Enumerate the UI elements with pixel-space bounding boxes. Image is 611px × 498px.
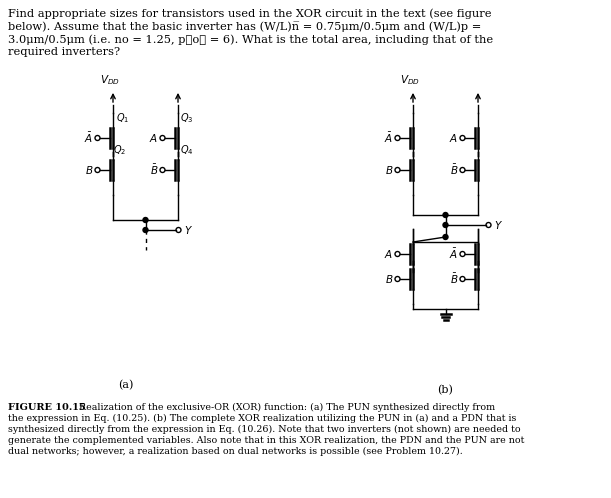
Text: $B$: $B$ [384,273,393,285]
Circle shape [443,235,448,240]
Text: $\bar{A}$: $\bar{A}$ [84,131,93,145]
Text: $Q_2$: $Q_2$ [113,143,126,157]
Text: $V_{DD}$: $V_{DD}$ [400,73,420,87]
Text: $\bar{B}$: $\bar{B}$ [450,163,458,177]
Text: (b): (b) [437,385,453,395]
Text: generate the complemented variables. Also note that in this XOR realization, the: generate the complemented variables. Als… [8,436,524,445]
Text: Realization of the exclusive-OR (XOR) function: (a) The PUN synthesized directly: Realization of the exclusive-OR (XOR) fu… [73,403,495,412]
Text: $\bar{B}$: $\bar{B}$ [450,272,458,286]
Text: required inverters?: required inverters? [8,47,120,57]
Text: $B$: $B$ [384,164,393,176]
Text: $B$: $B$ [84,164,93,176]
Circle shape [443,223,448,228]
Text: 3.0μm/0.5μm (i.e. no = 1.25, p͟o͟ = 6). What is the total area, including that o: 3.0μm/0.5μm (i.e. no = 1.25, p͟o͟ = 6). … [8,34,493,44]
Text: $Q_3$: $Q_3$ [180,111,194,125]
Circle shape [443,213,448,218]
Text: (a): (a) [118,380,133,390]
Text: $V_{DD}$: $V_{DD}$ [100,73,120,87]
Text: $Q_4$: $Q_4$ [180,143,194,157]
Text: $A$: $A$ [149,132,158,144]
Text: $A$: $A$ [449,132,458,144]
Text: synthesized directly from the expression in Eq. (10.26). Note that two inverters: synthesized directly from the expression… [8,425,521,434]
Text: dual networks; however, a realization based on dual networks is possible (see Pr: dual networks; however, a realization ba… [8,447,463,456]
Text: $\bar{A}$: $\bar{A}$ [449,247,458,261]
Circle shape [143,218,148,223]
Text: $Y$: $Y$ [183,224,192,236]
Text: below). Assume that the basic inverter has (W/L)n̅ = 0.75μm/0.5μm and (W/L)p =: below). Assume that the basic inverter h… [8,21,481,32]
Text: $A$: $A$ [384,248,393,260]
Text: Find appropriate sizes for transistors used in the XOR circuit in the text (see : Find appropriate sizes for transistors u… [8,8,491,18]
Text: $Y$: $Y$ [494,219,502,231]
Text: $Q_1$: $Q_1$ [116,111,130,125]
Circle shape [143,228,148,233]
Text: $\bar{B}$: $\bar{B}$ [150,163,158,177]
Text: $\bar{A}$: $\bar{A}$ [384,131,393,145]
Text: the expression in Eq. (10.25). (b) The complete XOR realization utilizing the PU: the expression in Eq. (10.25). (b) The c… [8,414,516,423]
Text: FIGURE 10.15: FIGURE 10.15 [8,403,86,412]
